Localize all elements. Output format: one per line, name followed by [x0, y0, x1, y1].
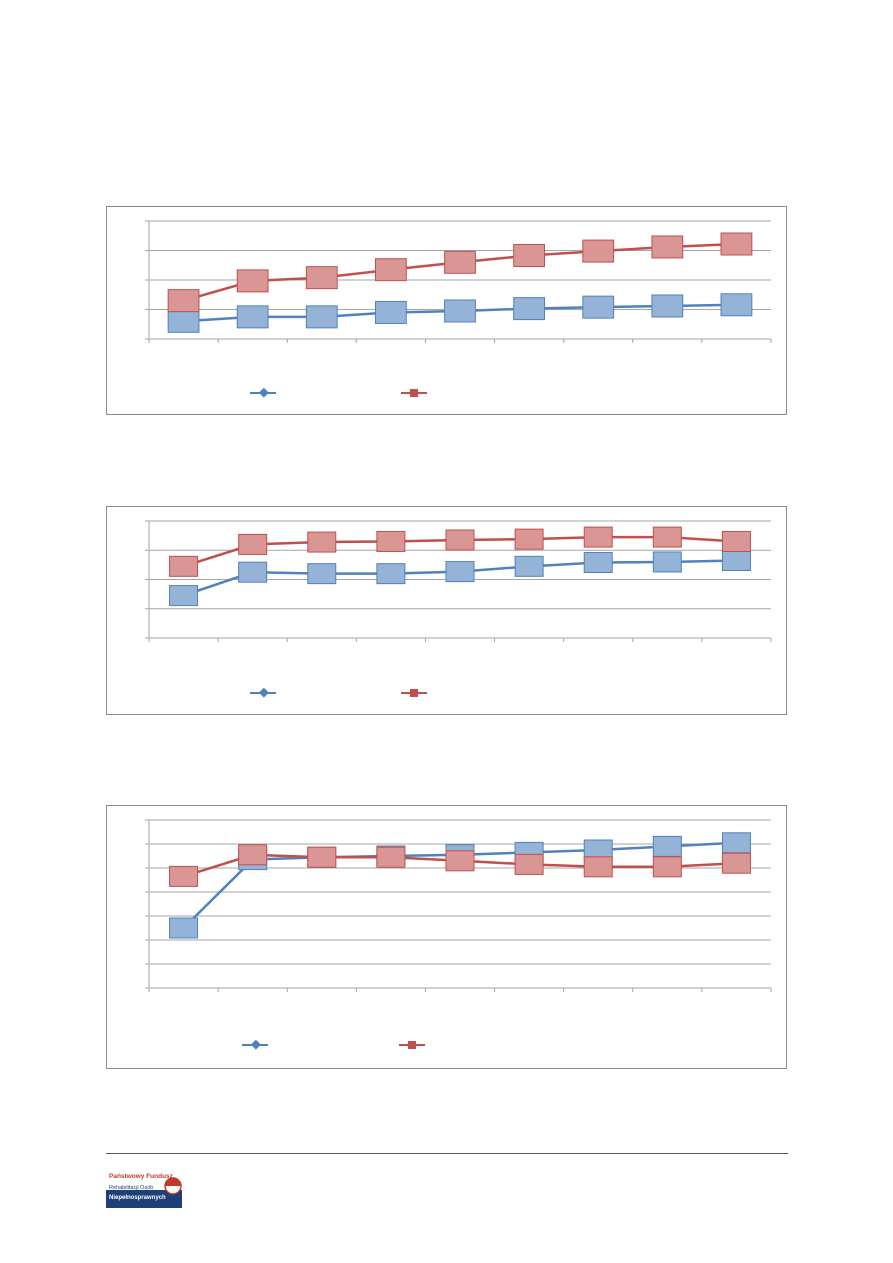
series-1-point — [721, 549, 751, 571]
legend-2-marker — [410, 389, 418, 397]
series-1-point — [236, 305, 269, 329]
series-2-point — [307, 531, 337, 553]
series-2-point — [169, 865, 199, 887]
series-1-point — [721, 832, 751, 854]
series-1-point — [305, 305, 338, 329]
series-2-point — [376, 846, 406, 868]
series-2-point — [721, 530, 751, 552]
series-2-point — [376, 530, 406, 552]
series-1-point — [720, 293, 753, 317]
series-1-point — [169, 917, 199, 939]
series-2-point — [445, 529, 475, 551]
series-1-point — [169, 585, 199, 607]
series-2-point — [238, 844, 268, 866]
pfron-logo: Państwowy Fundusz Rehabilitacji Osób Nie… — [106, 1168, 182, 1208]
legend-2-marker — [410, 689, 418, 697]
series-2-point — [444, 250, 476, 274]
series-2-point — [720, 232, 753, 256]
legend-1-marker — [258, 387, 269, 398]
series-2-point — [582, 239, 615, 263]
legend-1-marker — [258, 687, 269, 698]
series-1-point — [445, 561, 475, 583]
series-2-point — [513, 244, 546, 268]
series-1-point — [513, 297, 546, 321]
series-1-point — [444, 299, 476, 323]
series-1-point — [583, 552, 613, 574]
series-2-point — [721, 852, 751, 874]
svg-text:Państwowy Fundusz: Państwowy Fundusz — [109, 1173, 174, 1180]
footer-rule — [106, 1153, 788, 1154]
series-2-point — [305, 266, 338, 290]
series-2-point — [514, 528, 544, 550]
chart-frame-2 — [106, 506, 787, 715]
series-2-point — [652, 526, 682, 548]
series-2-point — [238, 533, 268, 555]
series-1-point — [374, 300, 407, 324]
chart-1 — [145, 220, 772, 398]
series-2-point — [652, 856, 682, 878]
series-2-point — [169, 555, 199, 577]
series-2-point — [583, 856, 613, 878]
chart-frame-3 — [106, 805, 787, 1069]
series-2-point — [514, 853, 544, 875]
series-2-point — [374, 258, 407, 282]
series-1-point — [167, 309, 200, 333]
series-2-point — [167, 289, 200, 313]
series-1-point — [582, 295, 615, 319]
chart-frame-1 — [106, 206, 787, 415]
svg-text:Niepełnosprawnych: Niepełnosprawnych — [109, 1195, 166, 1201]
series-1-point — [651, 294, 684, 318]
series-2-point — [307, 846, 337, 868]
chart-3 — [145, 819, 772, 1050]
series-1-point — [514, 555, 544, 577]
series-1-point — [652, 551, 682, 573]
series-2-point — [445, 850, 475, 872]
series-1-point — [652, 835, 682, 857]
svg-text:Rehabilitacji Osób: Rehabilitacji Osób — [109, 1185, 153, 1191]
series-1-point — [307, 563, 337, 585]
series-2-point — [236, 269, 269, 293]
legend-1-marker — [250, 1039, 261, 1050]
chart-2 — [145, 520, 772, 698]
series-2-point — [583, 526, 613, 548]
series-1-point — [376, 563, 406, 585]
series-2-point — [651, 235, 684, 259]
legend-2-marker — [408, 1041, 416, 1049]
series-1-point — [238, 561, 268, 583]
